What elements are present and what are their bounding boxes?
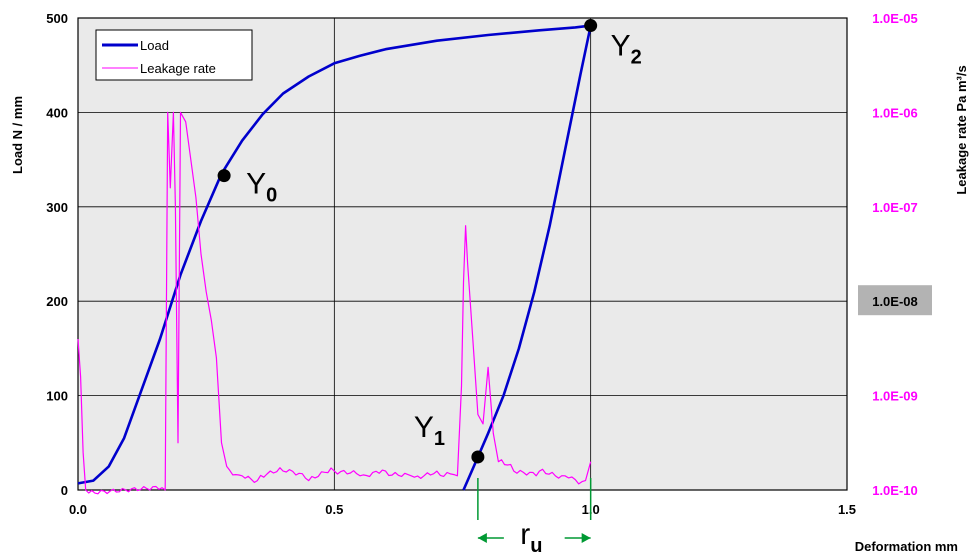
y2-tick-label: 1.0E-10	[872, 483, 918, 498]
dimension-arrowhead-right	[581, 533, 591, 543]
annotation-subscript: 2	[631, 47, 642, 69]
annotation-subscript: 0	[266, 185, 277, 207]
y-tick-labels: 0 100 200 300 400 500	[46, 11, 68, 498]
y2-tick-label: 1.0E-08	[872, 294, 918, 309]
y-tick-label: 0	[61, 483, 68, 498]
x-tick-labels: 0.0 0.5 1.0 1.5	[69, 502, 856, 517]
annotation-marker	[217, 169, 231, 183]
legend-box	[95, 29, 253, 81]
y2-tick-label: 1.0E-06	[872, 105, 918, 120]
x-axis-title: Deformation mm	[855, 539, 958, 554]
x-tick-label: 0.0	[69, 502, 87, 517]
y2-tick-label: 1.0E-09	[872, 389, 918, 404]
y2-tick-label: 1.0E-07	[872, 200, 918, 215]
series-load-line	[77, 24, 592, 491]
dimension-subscript: u	[530, 535, 542, 557]
y-tick-label: 200	[46, 294, 68, 309]
legend-label-load: Load	[140, 38, 169, 53]
y2-axis-title: Leakage rate Pa m³/s	[954, 65, 969, 194]
dimension-arrowhead-left	[477, 533, 487, 543]
dimension-label: ru	[520, 518, 542, 557]
y2-tick-labels: 1.0E-10 1.0E-09 1.0E-08 1.0E-07 1.0E-06 1.0E-…	[858, 11, 932, 498]
annotation-marker	[584, 19, 598, 33]
series-group	[77, 24, 592, 495]
series-leakage-line	[77, 111, 592, 495]
annotation-subscript: 1	[434, 428, 445, 450]
y2-tick-highlight	[858, 285, 932, 316]
y-tick-label: 400	[46, 105, 68, 120]
y-axis-title: Load N / mm	[10, 96, 25, 174]
x-tick-label: 0.5	[325, 502, 343, 517]
plot-area	[77, 17, 848, 491]
y-tick-label: 100	[46, 389, 68, 404]
legend: Load Leakage rate	[95, 29, 253, 81]
y-tick-label: 500	[46, 11, 68, 26]
annotation-marker	[471, 450, 485, 464]
y2-tick-label: 1.0E-05	[872, 11, 918, 26]
x-tick-label: 1.5	[838, 502, 856, 517]
y-tick-label: 300	[46, 200, 68, 215]
legend-label-leakage: Leakage rate	[140, 61, 216, 76]
